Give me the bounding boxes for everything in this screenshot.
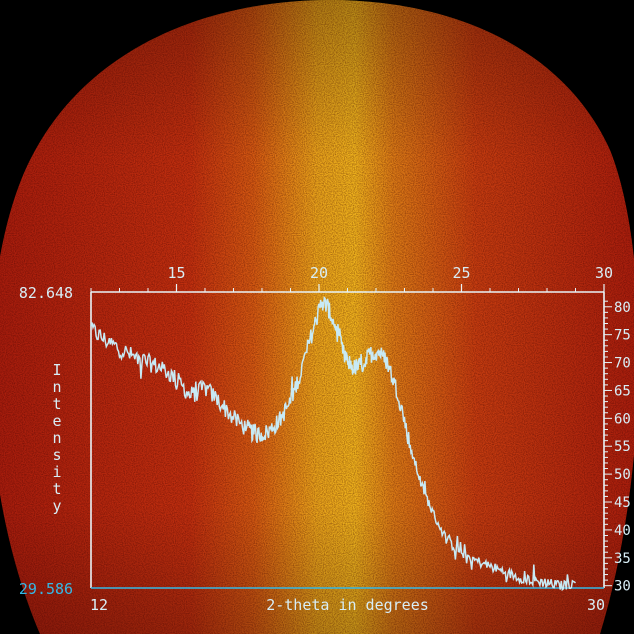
y-tick-label: 45 — [614, 495, 631, 511]
tick-labels: 15 20 25 30 12 30 30 35 40 45 50 55 60 65 70 75 80 82.648… — [19, 264, 631, 614]
y-label-letter: y — [52, 497, 61, 515]
plot-axes — [90, 291, 605, 589]
y-tick-label: 70 — [614, 356, 631, 372]
y-tick-label: 40 — [614, 523, 631, 539]
y-label-letter: e — [52, 412, 61, 430]
y-tick-label: 80 — [614, 300, 631, 316]
x-axis-label: 2-theta in degrees — [266, 596, 429, 614]
y-label-letter: n — [52, 378, 61, 396]
y-tick-label: 30 — [614, 579, 631, 595]
y-label-letter: t — [52, 395, 61, 413]
y-label-letter: i — [52, 463, 61, 481]
x-tick-label: 20 — [310, 264, 328, 282]
x-tick-label: 15 — [167, 264, 185, 282]
tick-marks — [90, 284, 612, 587]
y-max-label: 82.648 — [19, 284, 73, 302]
y-tick-label: 50 — [614, 467, 631, 483]
y-tick-label: 55 — [614, 439, 631, 455]
x-min-label: 12 — [90, 596, 108, 614]
x-max-label: 30 — [587, 596, 605, 614]
y-tick-label: 75 — [614, 328, 631, 344]
y-tick-label: 65 — [614, 383, 631, 399]
x-tick-label: 30 — [595, 264, 613, 282]
y-tick-label: 60 — [614, 411, 631, 427]
y-label-letter: n — [52, 429, 61, 447]
y-label-letter: t — [52, 480, 61, 498]
y-label-letter: s — [52, 446, 61, 464]
y-label-letter: I — [52, 361, 61, 379]
y-tick-label: 35 — [614, 551, 631, 567]
y-min-label: 29.586 — [19, 580, 73, 598]
x-tick-label: 25 — [452, 264, 470, 282]
intensity-trace — [90, 296, 577, 592]
